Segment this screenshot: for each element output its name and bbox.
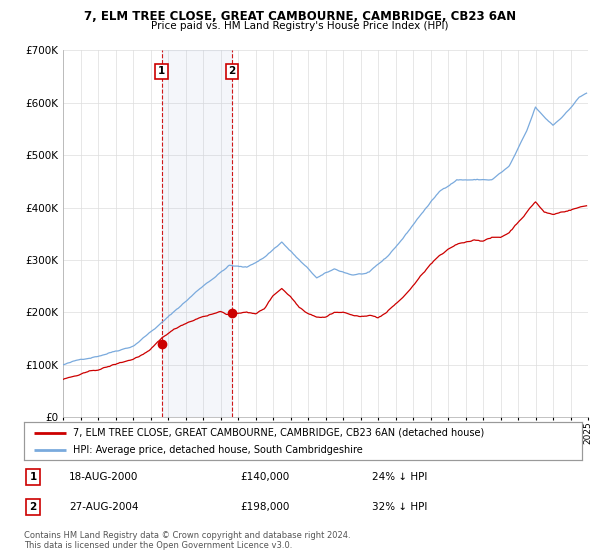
Text: 1: 1 <box>158 66 165 76</box>
Text: 32% ↓ HPI: 32% ↓ HPI <box>372 502 427 512</box>
Text: 18-AUG-2000: 18-AUG-2000 <box>69 472 139 482</box>
Text: 27-AUG-2004: 27-AUG-2004 <box>69 502 139 512</box>
Text: 2: 2 <box>29 502 37 512</box>
Text: £198,000: £198,000 <box>240 502 289 512</box>
Text: 1: 1 <box>29 472 37 482</box>
Text: 24% ↓ HPI: 24% ↓ HPI <box>372 472 427 482</box>
Text: Price paid vs. HM Land Registry's House Price Index (HPI): Price paid vs. HM Land Registry's House … <box>151 21 449 31</box>
Text: 2: 2 <box>228 66 235 76</box>
Text: £140,000: £140,000 <box>240 472 289 482</box>
Bar <box>161 50 232 417</box>
Text: 7, ELM TREE CLOSE, GREAT CAMBOURNE, CAMBRIDGE, CB23 6AN: 7, ELM TREE CLOSE, GREAT CAMBOURNE, CAMB… <box>84 10 516 23</box>
Text: 7, ELM TREE CLOSE, GREAT CAMBOURNE, CAMBRIDGE, CB23 6AN (detached house): 7, ELM TREE CLOSE, GREAT CAMBOURNE, CAMB… <box>73 428 484 438</box>
Text: Contains HM Land Registry data © Crown copyright and database right 2024.
This d: Contains HM Land Registry data © Crown c… <box>24 531 350 550</box>
Text: HPI: Average price, detached house, South Cambridgeshire: HPI: Average price, detached house, Sout… <box>73 445 363 455</box>
